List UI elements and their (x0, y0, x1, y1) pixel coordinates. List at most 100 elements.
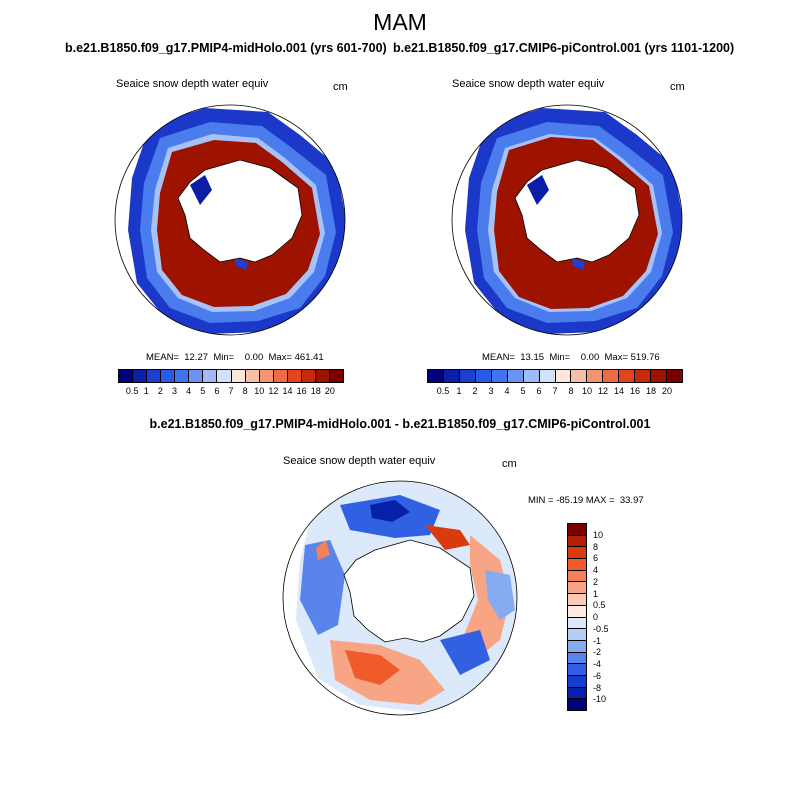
diff-units-label: cm (502, 458, 517, 470)
right-colorbar-tick-label: 1 (456, 386, 462, 396)
left-colorbar-tick-label: 16 (296, 386, 307, 396)
left-colorbar-tick-label: 8 (242, 386, 248, 396)
diff-colorbar-ticks: 10 8 6 4 2 1 0.5 0 -0.5 -1 -2 -4 -6 -8 -10 (593, 523, 633, 711)
diff-map-boundary (282, 480, 518, 716)
diff-neg-west (300, 540, 345, 635)
diff-colorbar-swatch (568, 524, 586, 536)
left-colorbar-swatch (301, 370, 316, 382)
left-colorbar (118, 369, 344, 383)
right-ice-high-band (494, 137, 658, 309)
diff-pos-northeast (425, 525, 470, 550)
right-colorbar-tick-label: 10 (581, 386, 593, 396)
left-colorbar-tick-label: 2 (157, 386, 163, 396)
diff-colorbar-tick-label: -8 (593, 682, 602, 693)
diff-colorbar-tick-label: -6 (593, 670, 602, 681)
diff-colorbar-tick-label: 10 (593, 529, 604, 540)
right-colorbar-tick-label: 4 (504, 386, 510, 396)
right-colorbar (427, 369, 683, 383)
right-stats: MEAN= 13.15 Min= 0.00 Max= 519.76 (482, 352, 660, 363)
diff-colorbar-tick-label: 0 (593, 612, 599, 622)
left-colorbar-tick-label: 6 (214, 386, 220, 396)
diff-colorbar-tick-label: 0.5 (593, 600, 606, 611)
right-colorbar-tick-label: 0.5 (436, 386, 450, 396)
left-colorbar-swatch (133, 370, 148, 382)
right-colorbar-swatch (539, 370, 556, 382)
left-colorbar-tick-label: 5 (200, 386, 206, 396)
diff-outer-light (296, 481, 517, 712)
right-ice-mid-band (477, 122, 673, 323)
right-colorbar-tick-label: 18 (645, 386, 657, 396)
diff-colorbar-swatch (568, 582, 586, 595)
diff-panel-title: b.e21.B1850.f09_g17.PMIP4-midHolo.001 - … (149, 417, 651, 431)
left-colorbar-tick-label: 18 (310, 386, 321, 396)
right-colorbar-tick-label: 2 (472, 386, 478, 396)
diff-colorbar-tick-label: -0.5 (593, 623, 609, 634)
left-colorbar-tick-label: 14 (282, 386, 293, 396)
diff-neg-east (485, 570, 515, 620)
right-colorbar-swatch (555, 370, 572, 382)
right-colorbar-tick-label: 14 (613, 386, 625, 396)
left-units-label: cm (333, 81, 348, 93)
right-map-boundary (451, 104, 683, 336)
left-colorbar-swatch (189, 370, 204, 382)
diff-neg-north-core (370, 500, 410, 522)
right-colorbar-tick-label: 16 (629, 386, 641, 396)
right-weddell-blue (527, 175, 549, 205)
right-antarctica (514, 159, 640, 263)
diff-colorbar-swatch (568, 547, 586, 560)
diff-colorbar-tick-label: -2 (593, 647, 602, 658)
diff-neg-southeast (440, 630, 490, 675)
diff-neg-north (340, 495, 440, 538)
diff-colorbar (567, 523, 587, 711)
right-colorbar-swatch (507, 370, 524, 382)
right-units-label: cm (670, 81, 685, 93)
left-colorbar-swatch (175, 370, 190, 382)
diff-colorbar-swatch (568, 559, 586, 571)
left-colorbar-tick-label: 12 (268, 386, 279, 396)
right-colorbar-swatch (651, 370, 668, 382)
right-colorbar-swatch (443, 370, 460, 382)
right-colorbar-swatch (491, 370, 508, 382)
right-ross-blue (572, 258, 585, 270)
diff-colorbar-swatch (568, 652, 586, 665)
diff-pos-southwest-core (345, 650, 400, 685)
left-map-boundary (114, 104, 346, 336)
diff-pos-southwest (330, 640, 445, 705)
right-panel-title: b.e21.B1850.f09_g17.CMIP6-piControl.001 … (393, 41, 735, 55)
diff-colorbar-swatch (568, 617, 586, 630)
left-colorbar-tick-label: 0.5 (125, 386, 139, 396)
diff-antarctica (343, 539, 475, 643)
left-colorbar-swatch (329, 370, 343, 382)
right-colorbar-swatch (619, 370, 636, 382)
left-colorbar-tick-label: 1 (143, 386, 149, 396)
left-weddell-blue (190, 175, 212, 205)
diff-colorbar-tick-label: -10 (593, 694, 607, 705)
diff-pos-east-ring (462, 535, 510, 660)
right-colorbar-tick-label: 5 (520, 386, 526, 396)
diff-colorbar-tick-label: 4 (593, 565, 599, 575)
left-colorbar-swatch (287, 370, 302, 382)
right-colorbar-ticks: 0.5 1 2 3 4 5 6 7 8 10 12 14 16 18 20 (427, 386, 683, 398)
diff-colorbar-swatch (568, 605, 586, 618)
diff-colorbar-tick-label: -4 (593, 659, 602, 669)
left-stats: MEAN= 12.27 Min= 0.00 Max= 461.41 (146, 352, 324, 363)
left-variable-label: Seaice snow depth water equiv (116, 78, 269, 90)
right-colorbar-tick-label: 6 (536, 386, 542, 396)
right-colorbar-swatch (603, 370, 620, 382)
left-panel-title: b.e21.B1850.f09_g17.PMIP4-midHolo.001 (y… (65, 41, 387, 55)
left-colorbar-ticks: 0.5 1 2 3 4 5 6 7 8 10 12 14 16 18 20 (118, 386, 344, 398)
left-colorbar-swatch (161, 370, 176, 382)
right-ice-outer-band (465, 108, 682, 334)
left-colorbar-tick-label: 4 (186, 386, 192, 396)
left-ice-mid-band (140, 122, 336, 323)
diff-colorbar-tick-label: 2 (593, 576, 599, 587)
left-ice-inner-band (151, 134, 325, 312)
right-colorbar-tick-label: 7 (552, 386, 558, 396)
left-colorbar-swatch (217, 370, 232, 382)
right-colorbar-tick-label: 12 (597, 386, 609, 396)
right-colorbar-swatch (428, 370, 444, 382)
left-colorbar-swatch (273, 370, 288, 382)
